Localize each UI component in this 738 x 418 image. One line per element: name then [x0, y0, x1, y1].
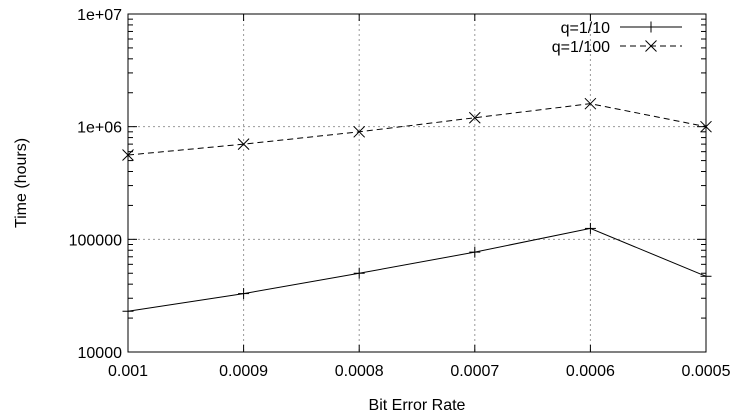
x-tick-label: 0.0005: [682, 363, 731, 380]
data-point: [468, 111, 481, 124]
legend-marker: [645, 21, 657, 33]
x-tick-label: 0.001: [108, 363, 148, 380]
data-point: [353, 267, 365, 279]
x-axis-label: Bit Error Rate: [369, 397, 466, 414]
x-tick-label: 0.0009: [219, 363, 268, 380]
y-tick-label: 10000: [78, 345, 123, 362]
data-point: [353, 125, 366, 138]
grid-lines: [128, 14, 706, 352]
data-point: [469, 246, 481, 258]
x-tick-label: 0.0007: [450, 363, 499, 380]
data-point: [584, 97, 597, 110]
y-axis-label: Time (hours): [13, 138, 30, 228]
data-point: [238, 288, 250, 300]
data-point: [237, 138, 250, 150]
data-point: [584, 222, 596, 234]
data-point: [122, 305, 134, 317]
series-line-2: [127, 103, 707, 156]
legend-label: q=1/10: [561, 20, 610, 37]
data-point: [700, 270, 712, 282]
y-tick-label: 100000: [69, 232, 122, 249]
data-point: [700, 120, 712, 133]
data-point: [122, 149, 134, 161]
series-layer: [122, 97, 712, 317]
legend-label: q=1/100: [552, 39, 610, 56]
legend: q=1/10 q=1/100: [552, 20, 682, 56]
series-line-1: [127, 227, 707, 312]
x-tick-label: 0.0006: [566, 363, 615, 380]
y-tick-label: 1e+06: [77, 120, 122, 137]
x-tick-label: 0.0008: [335, 363, 384, 380]
plot-frame: [127, 13, 707, 353]
axis-ticks: 0.001 0.0009 0.0008 0.0007 0.0006 0.0005 10000…: [69, 7, 731, 380]
legend-marker: [645, 40, 657, 52]
y-tick-label: 1e+07: [77, 7, 122, 24]
